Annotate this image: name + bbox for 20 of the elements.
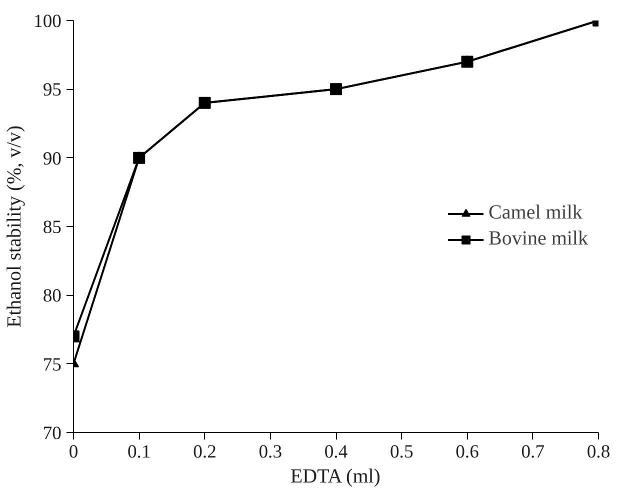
y-tick-label: 95 (42, 80, 62, 101)
x-tick-label: 0.6 (456, 442, 479, 462)
x-tick-label: 0.8 (586, 442, 610, 462)
y-tick-label: 85 (42, 217, 62, 238)
x-tick-label: 0 (68, 442, 78, 462)
y-tick-label: 75 (42, 354, 62, 376)
legend-label: Bovine milk (488, 228, 588, 250)
x-tick-label: 0.2 (193, 442, 216, 462)
y-tick-label: 70 (42, 423, 62, 444)
y-tick-label: 100 (34, 11, 62, 32)
x-tick-label: 0.7 (521, 442, 545, 462)
legend-label: Camel milk (488, 202, 582, 224)
x-tick-label: 0.3 (258, 442, 282, 462)
x-tick-label: 0.4 (324, 442, 348, 462)
x-tick-label: 0.1 (127, 442, 151, 462)
x-tick-label: 0.5 (390, 442, 414, 462)
y-tick-label: 90 (42, 148, 62, 170)
y-axis-title: Ethanol stability (%, v/v) (4, 125, 26, 328)
y-tick-label: 80 (42, 286, 62, 307)
x-axis-title: EDTA (ml) (290, 466, 380, 488)
